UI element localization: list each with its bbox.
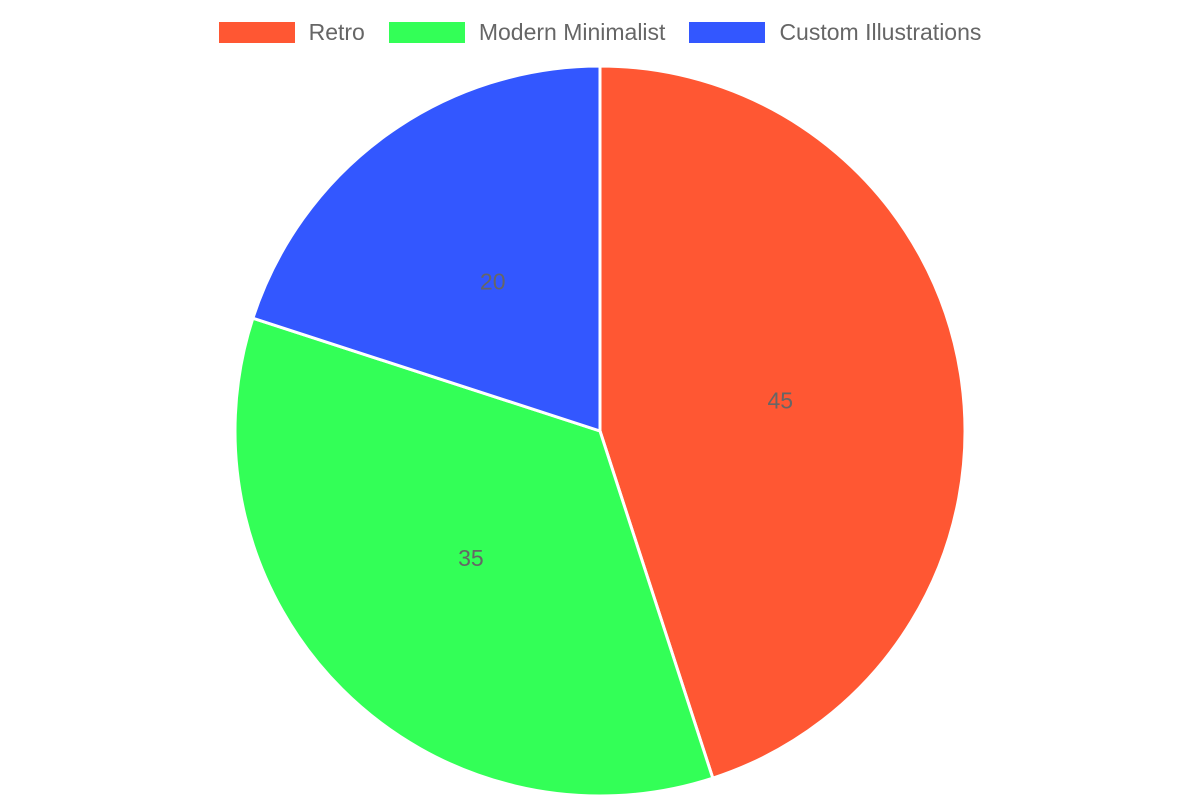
- slice-value-label: 20: [480, 268, 506, 294]
- legend-swatch: [388, 21, 465, 43]
- chart-legend: Retro Modern Minimalist Custom Illustratio…: [0, 14, 1200, 50]
- pie-slice[interactable]: [233, 316, 715, 798]
- legend-item[interactable]: Custom Illustrations: [689, 19, 981, 46]
- legend-label: Retro: [308, 18, 365, 45]
- pie-slice[interactable]: [598, 64, 967, 781]
- legend-item[interactable]: Retro: [218, 18, 365, 46]
- slice-value-label: 35: [458, 545, 484, 571]
- legend-label: Custom Illustrations: [779, 18, 982, 45]
- legend-item[interactable]: Modern Minimalist: [388, 18, 666, 46]
- legend-swatch: [218, 21, 295, 43]
- slice-value-label: 45: [767, 388, 793, 414]
- pie-slice[interactable]: [250, 64, 602, 434]
- legend-label: Modern Minimalist: [478, 18, 666, 45]
- legend-swatch: [689, 21, 766, 43]
